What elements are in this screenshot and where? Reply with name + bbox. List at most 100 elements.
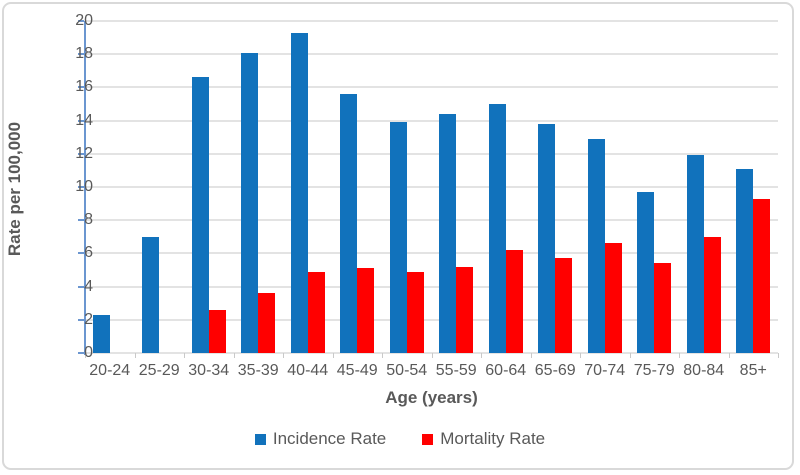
y-axis-tick-label: 0 bbox=[84, 344, 93, 361]
legend-swatch-icon bbox=[422, 433, 434, 445]
y-axis-line bbox=[84, 21, 86, 355]
y-axis-tick-label: 2 bbox=[84, 310, 93, 328]
y-axis-tick bbox=[78, 53, 84, 56]
legend: Incidence Rate Mortality Rate bbox=[0, 429, 800, 449]
category-group-80-84 bbox=[679, 21, 729, 353]
x-axis-tick-label: 25-29 bbox=[138, 362, 180, 379]
legend-item-mortality-rate: Mortality Rate bbox=[422, 429, 545, 449]
y-axis-tick-label: 4 bbox=[84, 277, 93, 295]
bars-container bbox=[85, 21, 778, 353]
bar-mortality-rate-65-69 bbox=[555, 258, 573, 353]
y-axis-tick bbox=[78, 186, 84, 188]
gridline bbox=[85, 219, 778, 222]
x-axis-tick bbox=[233, 353, 235, 358]
y-axis-tick bbox=[78, 252, 84, 255]
legend-item-incidence-rate: Incidence Rate bbox=[254, 429, 387, 449]
x-axis-tick bbox=[530, 353, 532, 358]
gridline bbox=[85, 20, 778, 22]
bar-incidence-rate-25-29 bbox=[142, 236, 160, 353]
y-axis-tick bbox=[78, 86, 84, 89]
x-axis-tick-label: 60-64 bbox=[485, 362, 527, 379]
x-axis-tick-label: 30-34 bbox=[188, 362, 230, 379]
x-axis-tick bbox=[184, 353, 185, 358]
y-axis-tick-label: 12 bbox=[75, 144, 93, 162]
bar-mortality-rate-85+ bbox=[753, 198, 771, 353]
category-group-35-39 bbox=[234, 21, 284, 353]
y-axis-tick bbox=[78, 318, 84, 321]
gridline bbox=[85, 119, 778, 122]
y-axis-tick-label: 10 bbox=[75, 178, 93, 195]
gridline bbox=[85, 318, 778, 321]
x-axis-tick bbox=[332, 353, 334, 358]
x-axis-tick bbox=[481, 353, 482, 358]
bar-incidence-rate-75-79 bbox=[637, 191, 655, 353]
bar-mortality-rate-35-39 bbox=[258, 293, 276, 353]
y-axis-tick bbox=[78, 20, 84, 22]
y-axis-tick-label: 16 bbox=[75, 78, 93, 96]
y-axis-tick bbox=[78, 352, 84, 354]
x-axis-tick-label: 85+ bbox=[739, 362, 767, 379]
x-axis-tick-label: 65-69 bbox=[534, 362, 576, 379]
category-group-45-49 bbox=[333, 21, 383, 353]
bar-incidence-rate-65-69 bbox=[538, 123, 556, 353]
bar-incidence-rate-30-34 bbox=[191, 77, 209, 353]
gridline bbox=[85, 252, 778, 255]
x-axis-tick-label: 35-39 bbox=[237, 362, 279, 379]
gridline bbox=[85, 86, 778, 89]
bar-mortality-rate-60-64 bbox=[505, 250, 523, 353]
x-axis-tick-labels: 20-24 25-29 30-34 35-39 40-44 45-49 50-54 55-59… bbox=[85, 362, 778, 380]
y-axis-tick bbox=[78, 119, 84, 122]
category-group-25-29 bbox=[135, 21, 185, 353]
category-group-70-74 bbox=[580, 21, 630, 353]
x-axis-tick-label: 50-54 bbox=[386, 362, 428, 379]
bar-incidence-rate-70-74 bbox=[587, 138, 605, 353]
x-axis-tick bbox=[580, 353, 581, 358]
x-axis-tick bbox=[382, 353, 383, 358]
category-group-60-64 bbox=[481, 21, 531, 353]
plot-area bbox=[78, 20, 779, 358]
y-axis-tick-label: 14 bbox=[75, 111, 93, 129]
category-group-55-59 bbox=[432, 21, 482, 353]
y-axis-tick bbox=[78, 285, 84, 288]
y-axis-tick bbox=[78, 219, 84, 222]
bar-mortality-rate-75-79 bbox=[654, 263, 672, 353]
x-axis-tick-label: 45-49 bbox=[336, 362, 378, 379]
category-group-75-79 bbox=[630, 21, 680, 353]
x-axis-title: Age (years) bbox=[385, 388, 478, 407]
gridline bbox=[85, 186, 778, 188]
y-axis-title: Rate per 100,000 bbox=[5, 121, 24, 257]
bar-mortality-rate-30-34 bbox=[208, 309, 226, 353]
x-axis-tick bbox=[134, 353, 136, 358]
x-axis-tick bbox=[679, 353, 680, 358]
y-axis-tick-label: 6 bbox=[84, 244, 93, 262]
x-axis-tick bbox=[728, 353, 730, 358]
bar-incidence-rate-40-44 bbox=[290, 32, 308, 353]
category-group-50-54 bbox=[382, 21, 432, 353]
gridline bbox=[85, 152, 778, 155]
x-axis-tick-label: 40-44 bbox=[287, 362, 329, 379]
x-axis-tick bbox=[778, 353, 779, 358]
bar-incidence-rate-80-84 bbox=[686, 155, 704, 353]
x-axis-tick-label: 70-74 bbox=[584, 362, 626, 379]
x-axis-tick bbox=[431, 353, 433, 358]
bar-incidence-rate-20-24 bbox=[92, 314, 110, 353]
x-axis-tick bbox=[283, 353, 284, 358]
bar-incidence-rate-35-39 bbox=[241, 52, 259, 353]
bar-incidence-rate-85+ bbox=[736, 168, 754, 353]
bar-mortality-rate-80-84 bbox=[703, 236, 721, 353]
category-group-30-34 bbox=[184, 21, 234, 353]
category-group-65-69 bbox=[531, 21, 581, 353]
category-group-40-44 bbox=[283, 21, 333, 353]
bar-mortality-rate-40-44 bbox=[307, 271, 325, 353]
legend-swatch-icon bbox=[254, 433, 266, 445]
y-axis-tick bbox=[78, 152, 84, 155]
legend-label: Incidence Rate bbox=[272, 429, 387, 448]
x-axis-tick-label: 55-59 bbox=[435, 362, 477, 379]
category-group-20-24 bbox=[85, 21, 135, 353]
y-axis-tick-label: 20 bbox=[75, 12, 93, 29]
x-axis-tick bbox=[85, 353, 86, 358]
bar-incidence-rate-60-64 bbox=[488, 104, 506, 353]
bar-mortality-rate-55-59 bbox=[456, 266, 474, 353]
gridline bbox=[85, 285, 778, 288]
